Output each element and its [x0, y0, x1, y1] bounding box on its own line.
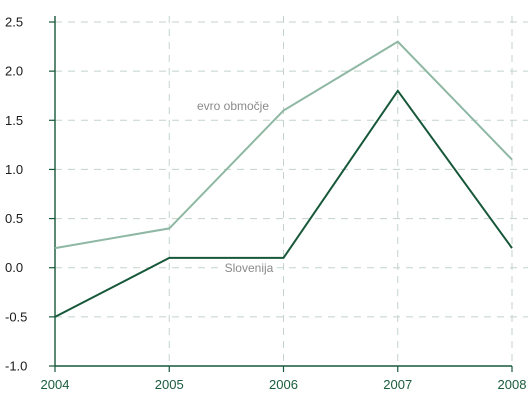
- series-line-1: [54, 89, 513, 318]
- series-line-0: [54, 40, 513, 250]
- y-tick-label: 2.5: [5, 15, 23, 30]
- y-tick-label: 2.0: [5, 64, 23, 79]
- x-tick-label: 2004: [41, 377, 70, 392]
- x-tick-label: 2006: [269, 377, 298, 392]
- series: [54, 40, 513, 318]
- x-tick-label: 2005: [155, 377, 184, 392]
- y-tick-label: -0.5: [5, 309, 27, 324]
- y-tick-label: -1.0: [5, 359, 27, 374]
- y-tick-label: 0.0: [5, 260, 23, 275]
- x-tick-label: 2007: [383, 377, 412, 392]
- series-label-background: [193, 98, 273, 114]
- y-tick-label: 1.5: [5, 113, 23, 128]
- series-label: evro območje: [197, 99, 269, 113]
- grid: [55, 16, 528, 366]
- y-tick-label: 0.5: [5, 211, 23, 226]
- labels: 2.5 2.0 1.5 1.0 0.5 0.0 -0.5 -1.0 2004 2005 2006 20…: [5, 15, 526, 393]
- series-label: Slovenija: [225, 261, 274, 275]
- series-label-background: [221, 260, 277, 276]
- axes: [49, 16, 513, 372]
- y-tick-label: 1.0: [5, 162, 23, 177]
- x-tick-label: 2008: [498, 377, 527, 392]
